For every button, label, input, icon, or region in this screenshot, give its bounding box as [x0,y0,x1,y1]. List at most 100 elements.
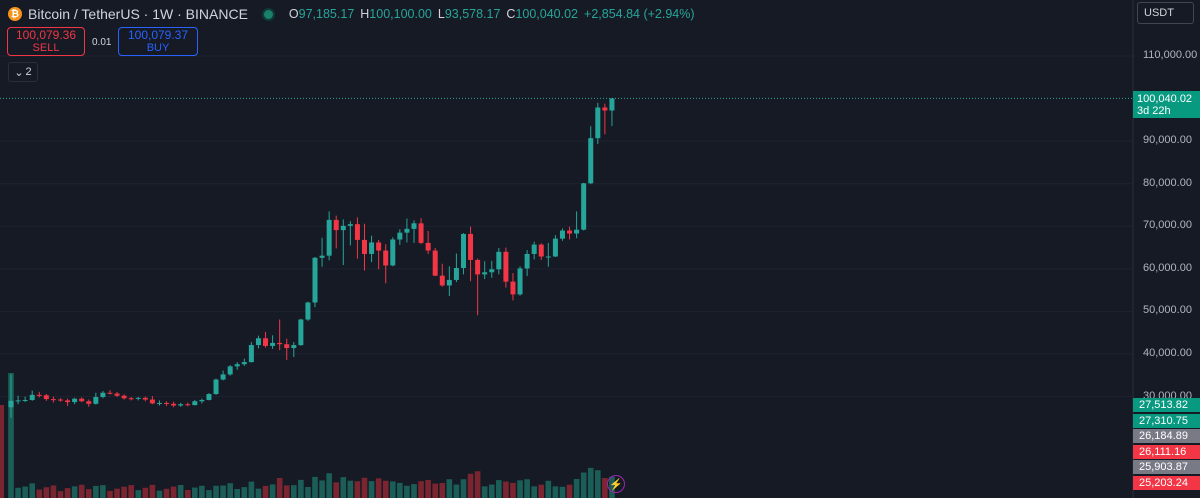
volume-bar [602,478,608,498]
bitcoin-icon: ₿ [8,7,22,21]
price-tick-label: 50,000.00 [1143,304,1192,317]
last-price-value: 100,040.02 [1137,93,1193,105]
volume-bar [107,490,113,498]
volume-bar [135,490,142,498]
volume-bar [312,476,318,498]
ohlc-value: 100,040.02 [515,7,579,21]
volume-bar [57,491,64,498]
sell-button[interactable]: 100,079.36 SELL [7,27,85,56]
candle-body [319,255,325,258]
grid-lines [0,55,1133,398]
candle-body [284,344,290,349]
lightning-icon[interactable]: ⚡ [607,475,625,493]
candle-body [50,399,56,401]
candle-body [312,257,318,303]
volume-price-label: 27,513.82 [1133,398,1200,412]
volume-bar [347,480,354,498]
candle-body [524,253,530,269]
ohlc-key: O [288,7,299,21]
volume-bar [241,487,248,498]
candle-body [567,230,573,234]
volume-bar [29,483,36,498]
market-open-icon [261,7,275,21]
candle-body [199,399,205,402]
volume-bar [291,485,297,498]
volume-bar [503,481,509,498]
candle-body [347,224,353,226]
candle-body [489,269,495,273]
volume-bar [340,477,347,498]
indicators-toggle-button[interactable]: ⌄ 2 [8,62,38,82]
volume-price-label: 26,111.16 [1133,444,1200,459]
volume-bar [333,482,340,498]
candle-body [86,401,92,404]
candle-body [213,379,219,395]
price-change: +2,854.84 (+2.94%) [584,7,695,21]
candle-body [206,394,212,400]
candle-body [602,107,608,111]
ohlc-value: 100,100.00 [369,7,432,21]
candle-body [291,345,297,349]
ohlc-value: 97,185.17 [298,7,355,21]
volume-bar [517,480,523,498]
candle-body [36,394,42,396]
price-tick-label: 70,000.00 [1143,219,1192,232]
volume-bar [460,479,467,498]
candle-body [57,399,63,401]
volume-bar [234,489,241,498]
volume-price-label: 27,310.75 [1133,413,1200,428]
candle-body [248,345,254,363]
chevron-down-icon: ⌄ [14,66,24,79]
candle-body [559,230,565,239]
candle-body [411,223,417,229]
bar-countdown: 3d 22h [1137,105,1171,117]
volume-bar [404,485,410,498]
candle-body [446,279,452,286]
volume-bar [149,484,156,498]
candle-body [121,395,127,399]
candle-body [263,338,269,346]
price-tick-label: 80,000.00 [1143,176,1192,189]
buy-button[interactable]: 100,079.37 BUY [118,27,198,56]
candle-body [552,238,558,257]
candle-body [574,229,580,234]
last-price-label: 100,040.02 3d 22h [1133,91,1200,118]
candle-body [510,281,516,295]
volume-bar [255,488,262,498]
candle-body [390,239,396,266]
candle-body [128,398,134,400]
candle-body [418,223,424,243]
buy-label: BUY [146,42,170,54]
candle-body [178,404,184,406]
volume-bar [15,487,21,498]
volume-bar [8,373,14,498]
volume-bar [276,478,283,498]
candle-body [192,401,198,406]
volume-bar [545,480,552,498]
candle-body [468,233,474,260]
candle-body [326,219,332,256]
candle-body [142,397,148,400]
candle-body [135,397,141,399]
volume-bar [121,486,127,498]
volume-bars [0,373,615,498]
volume-bar [389,481,396,498]
candle-body [439,275,445,286]
candle-body [609,98,615,111]
volume-bar [531,486,537,498]
candle-body [595,107,601,139]
candle-body [72,398,78,403]
volume-bar [361,477,368,498]
volume-bar [100,485,106,498]
volume-price-label: 25,903.87 [1133,460,1200,474]
price-tick-label: 40,000.00 [1143,347,1192,359]
volume-bar [467,473,474,498]
volume-bar [368,481,375,498]
symbol-title[interactable]: Bitcoin / TetherUS · 1W · BINANCE [28,6,248,22]
volume-bar [566,484,573,498]
volume-bar [411,484,417,498]
currency-selector[interactable]: USDT [1137,2,1194,24]
candle-body [369,242,375,254]
price-tick-label: 60,000.00 [1143,261,1192,274]
